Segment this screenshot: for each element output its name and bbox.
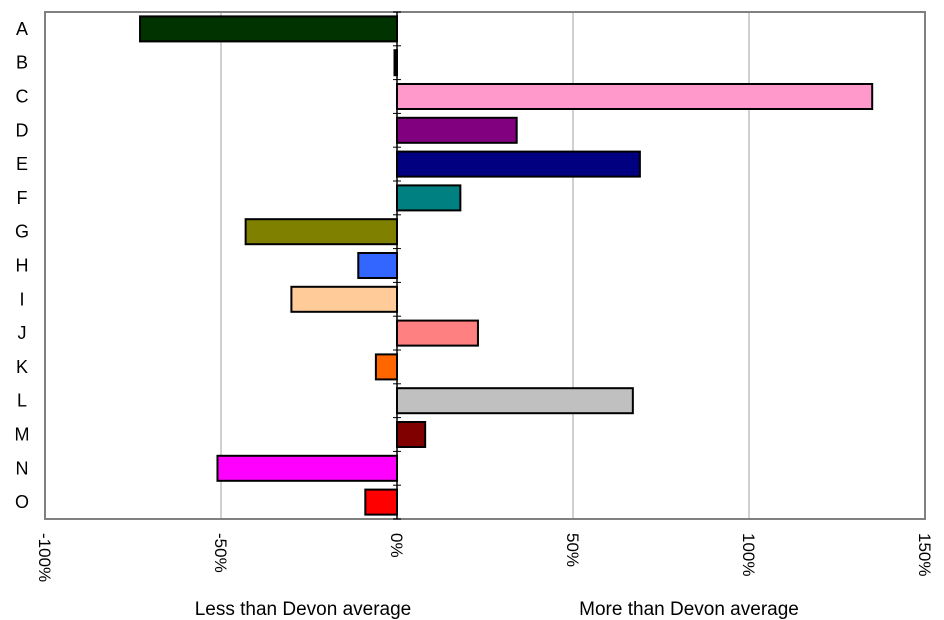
x-tick-label-5: 150% — [915, 533, 934, 576]
category-label-I: I — [19, 289, 24, 309]
category-label-E: E — [16, 154, 28, 174]
bar-F — [396, 184, 462, 212]
category-label-O: O — [15, 492, 29, 512]
category-label-H: H — [16, 256, 29, 276]
x-tick-label-4: 100% — [739, 533, 758, 576]
bar-J — [396, 319, 479, 347]
bar-L — [396, 387, 634, 415]
bar-A — [139, 15, 398, 43]
bar-D — [396, 116, 518, 144]
x-tick-label-3: 50% — [563, 533, 582, 567]
x-tick-label-1: -50% — [211, 533, 230, 573]
x-tick-label-0: -100% — [35, 533, 54, 582]
category-label-B: B — [16, 53, 28, 73]
category-label-D: D — [16, 120, 29, 140]
category-label-J: J — [18, 323, 27, 343]
category-label-G: G — [15, 222, 29, 242]
category-label-N: N — [16, 458, 29, 478]
bar-O — [364, 488, 399, 516]
zero-axis — [393, 11, 401, 520]
category-label-F: F — [17, 188, 28, 208]
bars — [139, 15, 874, 516]
category-label-L: L — [17, 391, 27, 411]
bar-G — [244, 218, 398, 246]
plot-area-frame — [44, 11, 926, 520]
x-tick-label-2: 0% — [387, 533, 406, 558]
left-caption: Less than Devon average — [195, 599, 412, 620]
category-label-M: M — [15, 425, 30, 445]
bar-C — [396, 82, 874, 111]
right-caption: More than Devon average — [579, 599, 799, 620]
category-label-A: A — [16, 19, 28, 39]
category-label-K: K — [16, 357, 28, 377]
bar-H — [357, 251, 398, 280]
bar-K — [374, 353, 399, 381]
bar-M — [396, 420, 427, 449]
bar-I — [290, 285, 398, 313]
bar-N — [216, 454, 398, 482]
category-label-C: C — [16, 87, 29, 107]
x-tick-labels: -100% -50% 0% 50% 100% 150% — [35, 533, 934, 582]
bar-E — [396, 150, 641, 178]
